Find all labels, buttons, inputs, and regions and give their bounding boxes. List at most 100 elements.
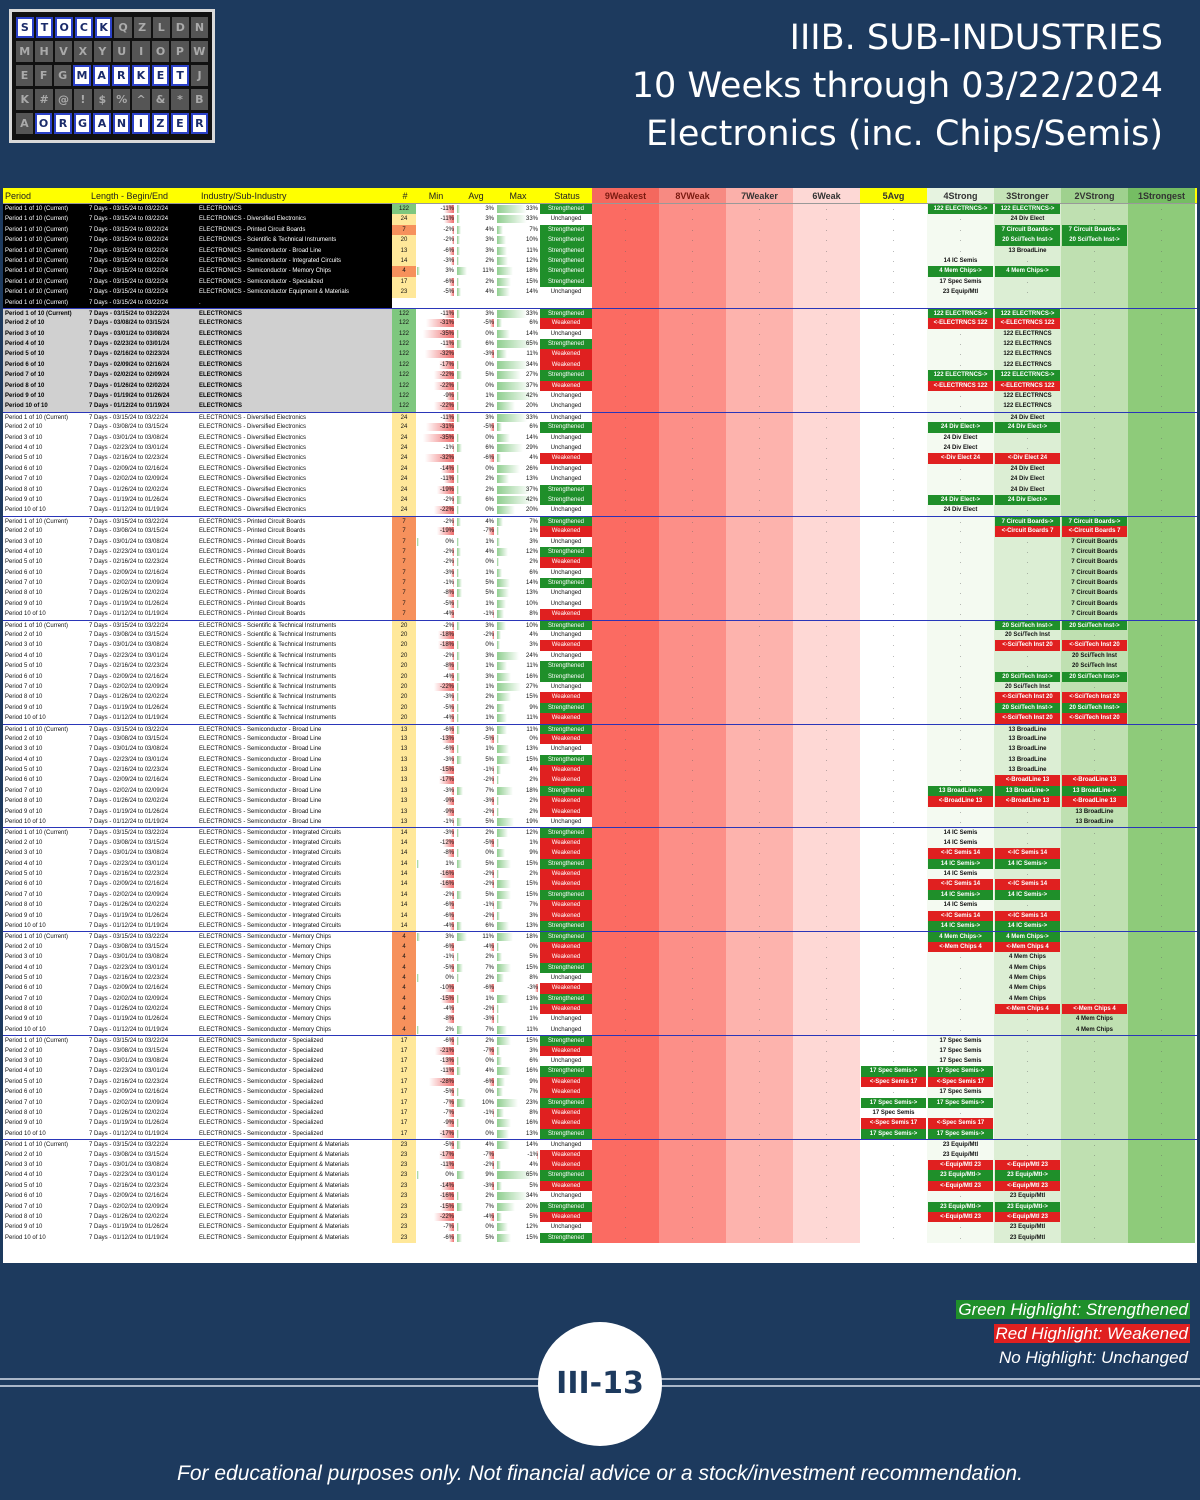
cell-status: Weakened (540, 1159, 592, 1171)
level-empty-dot: . (1160, 704, 1163, 711)
level-empty-dot: . (825, 704, 828, 711)
level-empty-dot: . (691, 622, 694, 629)
cell-avg-bar (457, 621, 460, 630)
cell-min-value: -2% (443, 518, 454, 525)
cell-min-bar (448, 911, 454, 920)
level-empty-dot: . (825, 1026, 828, 1033)
cell-level-7: . (726, 630, 793, 641)
cell-level-4: <-ELECTRNCS 122 (927, 380, 994, 392)
level-marker: 23 Equip/Mtl (942, 1151, 979, 1158)
cell-level-5: . (860, 889, 927, 901)
level-empty-dot: . (1160, 486, 1163, 493)
cell-avg-value: -3% (483, 351, 494, 358)
cell-min: -2% (416, 517, 456, 526)
cell-min-bar (444, 1067, 454, 1076)
cell-level-5: . (860, 1140, 927, 1150)
level-empty-dot: . (758, 361, 761, 368)
cell-count: 14 (392, 837, 416, 849)
cell-level-1: . (1128, 287, 1195, 298)
cell-level-2: . (1061, 287, 1128, 298)
cell-avg: -4% (456, 1212, 496, 1222)
cell-status: Weakened (540, 318, 592, 329)
cell-min-bar (448, 246, 454, 255)
level-empty-dot: . (825, 902, 828, 909)
level-empty-dot: . (1026, 548, 1029, 555)
level-marker: 14 IC Semis (943, 839, 978, 846)
cell-industry: ELECTRONICS - Printed Circuit Boards (199, 569, 306, 576)
cell-min-bar (448, 901, 454, 910)
level-marker: 13 BroadLine-> (995, 785, 1060, 797)
cell-level-2: 7 Circuit Boards (1061, 557, 1128, 568)
cell-level-7: . (726, 1076, 793, 1088)
cell-max-bar (497, 205, 527, 213)
logo-tile: * (171, 89, 189, 110)
cell-avg-bar (487, 1046, 494, 1055)
cell-max: 2% (496, 807, 540, 817)
cell-industry: ELECTRONICS - Scientific & Technical Ins… (199, 694, 337, 701)
cell-max-bar (497, 890, 511, 899)
cell-level-2: . (1061, 920, 1128, 932)
level-empty-dot: . (825, 1182, 828, 1189)
cell-length: 7 Days - 03/01/24 to 03/08/24 (89, 1058, 169, 1065)
cell-level-1: . (1128, 1024, 1195, 1036)
level-empty-dot: . (691, 1058, 694, 1065)
cell-level-1: . (1128, 1211, 1195, 1223)
cell-max: 65% (496, 339, 540, 349)
col-length: Length - Begin/End (91, 191, 169, 201)
cell-level-2: . (1061, 972, 1128, 984)
cell-avg-bar (457, 329, 459, 338)
level-empty-dot: . (959, 1193, 962, 1200)
cell-period: Period 5 of 10 (3, 349, 89, 360)
cell-count: 17 (392, 1118, 416, 1129)
level-marker: 23 Equip/Mtl (942, 1142, 979, 1149)
cell-level-1: . (1128, 380, 1195, 392)
cell-industry: ELECTRONICS - Semiconductor Equipment & … (199, 1151, 350, 1158)
level-empty-dot: . (691, 726, 694, 733)
cell-level-9: . (592, 620, 659, 631)
level-empty-dot: . (959, 237, 962, 244)
level-empty-dot: . (691, 1130, 694, 1137)
cell-level-5: . (860, 1201, 927, 1212)
cell-min-value: -22% (439, 403, 454, 410)
cell-avg-value: -3% (483, 798, 494, 805)
logo-tile: K (16, 89, 34, 110)
cell-max: 13% (496, 994, 540, 1004)
level-empty-dot: . (892, 1058, 895, 1065)
cell-avg-bar (457, 693, 459, 702)
cell-level-9: . (592, 484, 659, 495)
cell-max-value: 20% (525, 403, 538, 410)
level-empty-dot: . (825, 912, 828, 919)
level-empty-dot: . (758, 1038, 761, 1045)
cell-min-bar (451, 256, 454, 265)
cell-level-9: . (592, 349, 659, 360)
cell-count: 14 (392, 858, 416, 869)
cell-avg-bar (457, 714, 459, 723)
cell-level-1: . (1128, 681, 1195, 693)
cell-max-value: 3% (529, 538, 538, 545)
cell-avg: 1% (456, 682, 496, 692)
cell-level-2: . (1061, 442, 1128, 454)
cell-min-bar (453, 443, 454, 452)
level-empty-dot: . (758, 226, 761, 233)
cell-level-9: . (592, 1004, 659, 1015)
level-empty-dot: . (892, 414, 895, 421)
cell-level-6: . (793, 941, 860, 953)
cell-max-bar (497, 641, 500, 650)
cell-max-bar (497, 901, 504, 910)
cell-level-5: . (860, 869, 927, 880)
cell-min-bar (444, 340, 454, 349)
level-empty-dot: . (624, 704, 627, 711)
cell-max-bar (497, 256, 508, 265)
table-row: Period 10 of 10 7 Days - 01/12/24 to 01/1… (3, 817, 1197, 828)
cell-min: -17% (416, 775, 456, 785)
cell-level-1 (1128, 297, 1195, 308)
level-empty-dot: . (825, 830, 828, 837)
cell-min-value: -19% (439, 528, 454, 535)
cell-period: Period 1 of 10 (Current) (3, 204, 89, 215)
cell-status: Strengthened (540, 889, 592, 901)
level-empty-dot: . (1093, 361, 1096, 368)
cell-level-4: 23 Equip/Mtl (927, 1140, 994, 1150)
level-empty-dot: . (1093, 486, 1096, 493)
cell-level-8: . (659, 858, 726, 869)
cell-avg-bar (457, 641, 459, 650)
